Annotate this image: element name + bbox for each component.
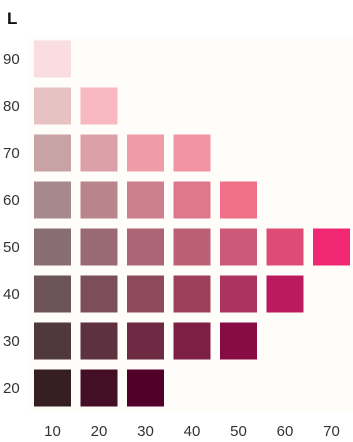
color-cell-l50-c10	[34, 228, 71, 266]
color-cell-l30-c10	[34, 322, 71, 360]
color-cell-l60-c50	[220, 181, 257, 219]
x-axis-ticks: 10 20 30 40 50 60 70	[44, 423, 340, 440]
color-cell-l70-c20	[80, 134, 118, 172]
x-tick-label: 70	[323, 423, 340, 440]
color-cell-l50-c70	[313, 228, 350, 266]
x-tick-label: 10	[44, 423, 61, 440]
color-cell-l40-c20	[80, 275, 118, 313]
y-tick-label: 80	[3, 98, 20, 115]
color-cell-l40-c60	[266, 275, 304, 313]
color-cell-l70-c10	[34, 134, 71, 172]
color-cells	[34, 40, 350, 407]
color-cell-l40-c50	[220, 275, 257, 313]
color-cell-l90-c10	[34, 40, 71, 78]
y-tick-label: 90	[3, 51, 20, 68]
color-cell-l20-c20	[80, 369, 118, 407]
color-cell-l20-c10	[34, 369, 71, 407]
color-cell-l40-c40	[173, 275, 211, 313]
color-cell-l70-c30	[127, 134, 164, 172]
y-tick-label: 30	[3, 333, 20, 350]
color-cell-l60-c10	[34, 181, 71, 219]
x-tick-label: 30	[137, 423, 154, 440]
x-tick-label: 60	[277, 423, 294, 440]
x-tick-label: 40	[184, 423, 201, 440]
color-cell-l50-c50	[220, 228, 257, 266]
color-cell-l60-c30	[127, 181, 164, 219]
y-tick-label: 70	[3, 145, 20, 162]
x-tick-label: 50	[230, 423, 247, 440]
color-cell-l70-c40	[173, 134, 211, 172]
y-tick-label: 20	[3, 380, 20, 397]
color-cell-l60-c40	[173, 181, 211, 219]
color-cell-l50-c30	[127, 228, 164, 266]
color-cell-l20-c30	[127, 369, 164, 407]
color-cell-l50-c20	[80, 228, 118, 266]
y-axis-title: L	[7, 9, 17, 28]
y-tick-label: 60	[3, 192, 20, 209]
color-cell-l60-c20	[80, 181, 118, 219]
color-cell-l50-c40	[173, 228, 211, 266]
color-cell-l30-c30	[127, 322, 164, 360]
color-cell-l30-c40	[173, 322, 211, 360]
color-cell-l40-c10	[34, 275, 71, 313]
color-cell-l80-c20	[80, 87, 118, 125]
color-cell-l40-c30	[127, 275, 164, 313]
color-cell-l80-c10	[34, 87, 71, 125]
color-cell-l50-c60	[266, 228, 304, 266]
y-tick-label: 50	[3, 239, 20, 256]
color-cell-l30-c50	[220, 322, 257, 360]
x-tick-label: 20	[91, 423, 108, 440]
y-axis-ticks: 90 80 70 60 50 40 30 20	[3, 51, 20, 397]
color-cell-l30-c20	[80, 322, 118, 360]
y-tick-label: 40	[3, 286, 20, 303]
